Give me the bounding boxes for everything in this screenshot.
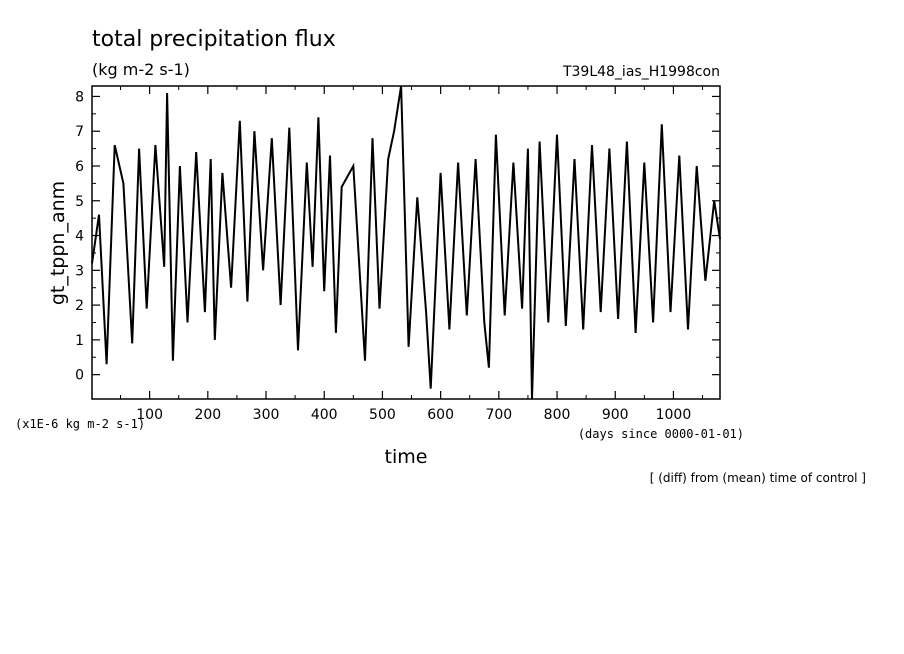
x-tick-label: 1000 bbox=[656, 407, 692, 423]
x-axis-ticks: 100 200 300 400 500 600 700 800 900 1000 bbox=[120, 86, 704, 423]
x-unit-note: (days since 0000-01-01) bbox=[578, 427, 744, 441]
x-tick-label: 800 bbox=[544, 407, 571, 423]
series-line-group bbox=[91, 85, 721, 400]
y-tick-label: 2 bbox=[75, 298, 84, 314]
run-label: T39L48_ias_H1998con bbox=[562, 64, 720, 80]
x-tick-label: 400 bbox=[311, 407, 338, 423]
x-tick-label: 700 bbox=[485, 407, 512, 423]
x-tick-label: 100 bbox=[136, 407, 163, 423]
x-tick-label: 200 bbox=[194, 407, 221, 423]
x-tick-label: 900 bbox=[602, 407, 629, 423]
plot-frame bbox=[91, 85, 721, 400]
y-axis-label: gt_tppn_anm bbox=[47, 181, 69, 305]
y-tick-label: 8 bbox=[75, 89, 84, 105]
y-tick-label: 6 bbox=[75, 159, 84, 175]
series-line bbox=[91, 85, 721, 400]
y-tick-label: 5 bbox=[75, 194, 84, 210]
y-tick-label: 1 bbox=[75, 333, 84, 349]
y-tick-label: 0 bbox=[75, 368, 84, 384]
x-tick-label: 500 bbox=[369, 407, 396, 423]
y-unit-note: (x1E-6 kg m-2 s-1) bbox=[15, 417, 145, 431]
chart-subtitle: (kg m-2 s-1) bbox=[92, 60, 190, 79]
y-tick-label: 4 bbox=[75, 229, 84, 245]
x-axis-label: time bbox=[385, 446, 428, 468]
chart-title: total precipitation flux bbox=[92, 27, 336, 52]
x-tick-label: 600 bbox=[427, 407, 454, 423]
x-tick-label: 300 bbox=[253, 407, 280, 423]
y-tick-label: 3 bbox=[75, 263, 84, 279]
y-tick-label: 7 bbox=[75, 124, 84, 140]
footnote: [ (diff) from (mean) time of control ] bbox=[650, 471, 866, 485]
